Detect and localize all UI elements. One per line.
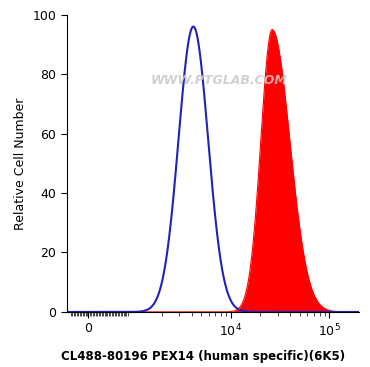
Text: WWW.PTGLAB.COM: WWW.PTGLAB.COM: [150, 73, 287, 87]
Text: CL488-80196 PEX14 (human specific)(6K5): CL488-80196 PEX14 (human specific)(6K5): [61, 350, 346, 363]
Y-axis label: Relative Cell Number: Relative Cell Number: [14, 97, 27, 229]
